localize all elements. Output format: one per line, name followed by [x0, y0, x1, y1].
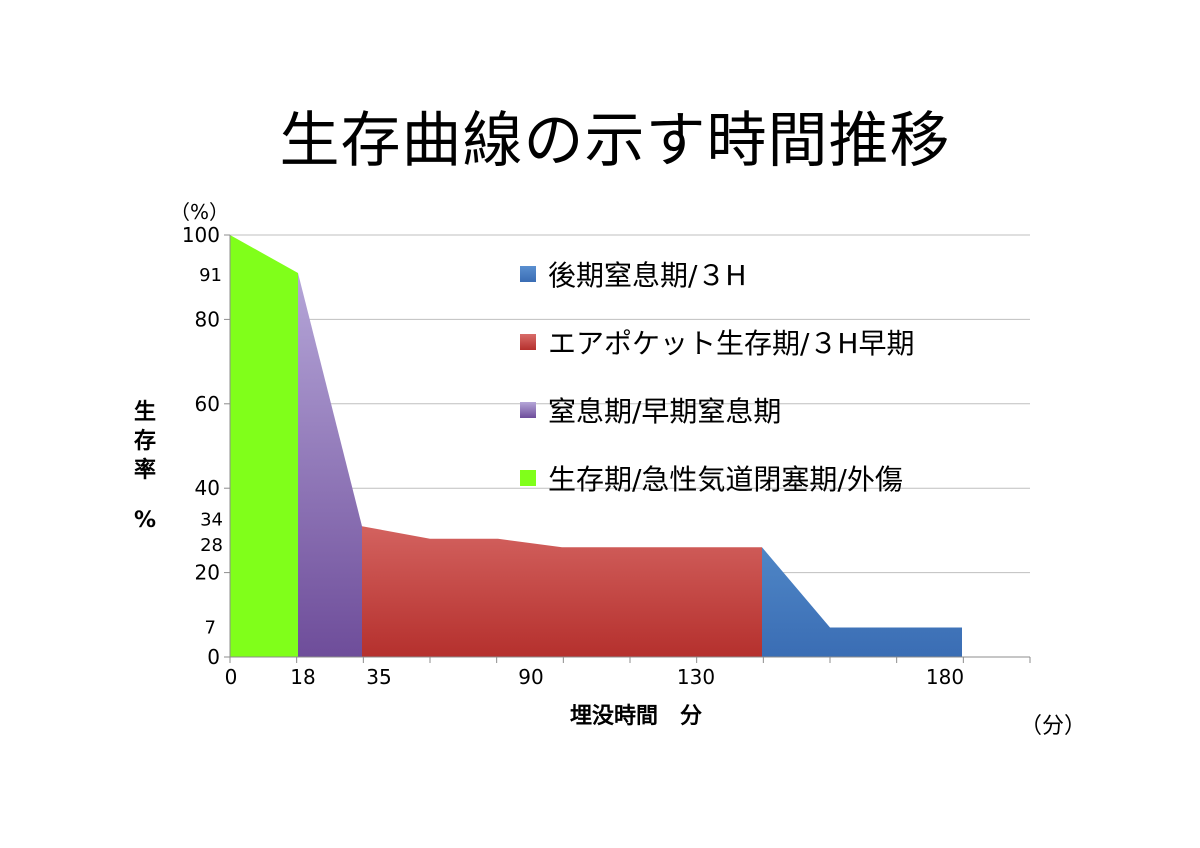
area-series-asphyxia [298, 273, 362, 657]
legend-label: 窒息期/早期窒息期 [548, 395, 782, 428]
axes [224, 234, 1031, 663]
area-series-survival [230, 235, 298, 657]
x-tick-label: 90 [518, 665, 543, 689]
y-axis-label: 生存率 [133, 400, 156, 483]
y-tick-label: 100 [182, 223, 220, 247]
legend-label: 後期窒息期/３H [548, 259, 747, 292]
x-tick-labels: 0 18 35 90 130 180 [225, 665, 964, 689]
legend-label: エアポケット生存期/３H早期 [548, 327, 915, 360]
legend-item: 生存期/急性気道閉塞期/外傷 [520, 444, 915, 512]
y-special-label: 91 [199, 265, 222, 286]
y-axis-unit: （%） [170, 200, 230, 224]
legend-item: 窒息期/早期窒息期 [520, 376, 915, 444]
legend-swatch [520, 334, 536, 350]
y-special-label: 34 [200, 510, 223, 531]
y-tick-label: 80 [195, 307, 220, 331]
y-special-label: 28 [200, 535, 223, 556]
legend-label: 生存期/急性気道閉塞期/外傷 [548, 463, 903, 496]
area-series-air-pocket [362, 526, 762, 657]
x-tick-label: 0 [225, 665, 238, 689]
legend-swatch [520, 266, 536, 282]
x-axis-unit: （分） [1020, 714, 1087, 739]
x-tick-label: 35 [366, 665, 391, 689]
series-areas [230, 235, 962, 657]
y-axis-percent-label: % [134, 508, 157, 533]
area-series-late-asphyxia [762, 547, 962, 657]
y-tick-label: 40 [195, 476, 220, 500]
chart-title: 生存曲線の示す時間推移 [279, 106, 951, 176]
x-tick-label: 180 [926, 665, 964, 689]
legend: 後期窒息期/３H エアポケット生存期/３H早期 窒息期/早期窒息期 生存期/急性… [520, 240, 915, 512]
y-special-label: 7 [205, 617, 216, 638]
y-tick-label: 20 [195, 561, 220, 585]
legend-item: 後期窒息期/３H [520, 240, 915, 308]
x-tick-label: 18 [290, 665, 315, 689]
y-tick-label: 60 [195, 392, 220, 416]
x-axis-label: 埋没時間 分 [570, 704, 703, 729]
legend-swatch [520, 402, 536, 418]
legend-item: エアポケット生存期/３H早期 [520, 308, 915, 376]
y-tick-label: 0 [207, 645, 220, 669]
y-tick-labels: 0 20 40 60 80 100 91 34 28 7 [182, 223, 223, 669]
legend-swatch [520, 470, 536, 486]
x-tick-label: 130 [677, 665, 715, 689]
